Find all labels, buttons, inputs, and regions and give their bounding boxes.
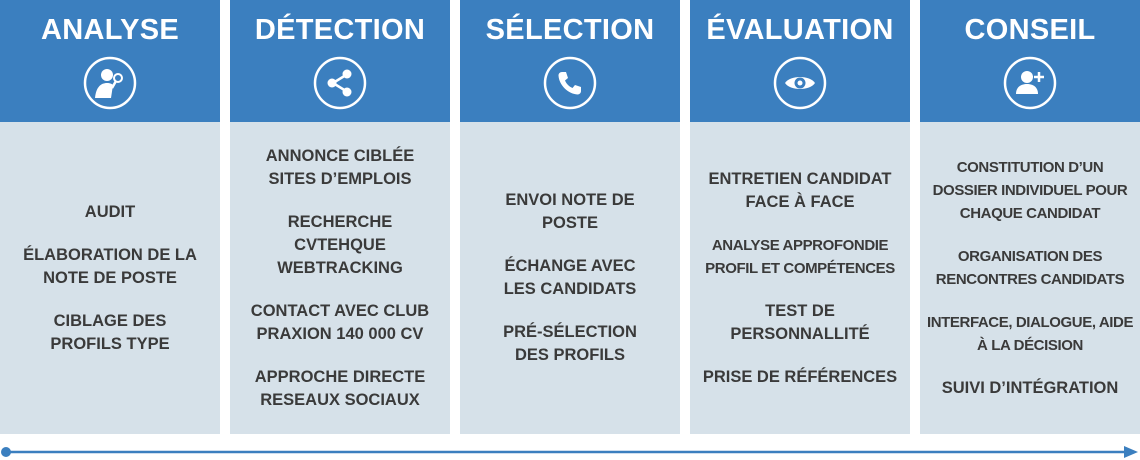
list-item: SUIVI D’INTÉGRATION	[941, 379, 1119, 397]
step-header: SÉLECTION	[460, 0, 680, 122]
step-evaluation: ÉVALUATION ENTRETIEN CANDIDAT FACE À FAC…	[690, 0, 910, 434]
step-title: CONSEIL	[964, 14, 1096, 46]
step-title: DÉTECTION	[254, 14, 426, 46]
step-title: ÉVALUATION	[706, 14, 894, 46]
list-item: AUDIT	[84, 202, 136, 221]
list-item: ENTRETIEN CANDIDAT FACE À FACE	[708, 169, 892, 211]
step-title: SÉLECTION	[485, 14, 655, 46]
step-body: ENVOI NOTE DE POSTE ÉCHANGE AVEC LES CAN…	[460, 122, 680, 434]
list-item: CONSTITUTION D’UN DOSSIER INDIVIDUEL POU…	[932, 159, 1128, 222]
step-analyse: ANALYSE AUDIT ÉLABORATION DE LA NOTE DE …	[0, 0, 220, 434]
list-item: CIBLAGE DES PROFILS TYPE	[50, 311, 170, 353]
timeline-arrow	[0, 440, 1140, 460]
eye-icon	[773, 56, 827, 110]
step-body: AUDIT ÉLABORATION DE LA NOTE DE POSTE CI…	[0, 122, 220, 434]
list-item: ÉLABORATION DE LA NOTE DE POSTE	[23, 245, 197, 287]
list-item: ÉCHANGE AVEC LES CANDIDATS	[503, 257, 637, 298]
list-item: RECHERCHE CVTEHQUE WEBTRACKING	[277, 212, 403, 277]
step-title: ANALYSE	[40, 14, 179, 46]
list-item: APPROCHE DIRECTE RESEAUX SOCIAUX	[254, 367, 426, 409]
step-conseil: CONSEIL CONSTITUTION D’UN DOSSIER INDIVI…	[920, 0, 1140, 434]
step-header: ANALYSE	[0, 0, 220, 122]
add-user-icon	[1003, 56, 1057, 110]
person-magnifier-icon	[83, 56, 137, 110]
step-header: DÉTECTION	[230, 0, 450, 122]
share-icon	[313, 56, 367, 110]
step-header: ÉVALUATION	[690, 0, 910, 122]
list-item: INTERFACE, DIALOGUE, AIDE À LA DÉCISION	[926, 314, 1134, 354]
list-item: TEST DE PERSONNALLITÉ	[730, 301, 870, 343]
step-header: CONSEIL	[920, 0, 1140, 122]
step-body: CONSTITUTION D’UN DOSSIER INDIVIDUEL POU…	[920, 122, 1140, 434]
list-item: PRÉ-SÉLECTION DES PROFILS	[503, 323, 637, 364]
step-selection: SÉLECTION ENVOI NOTE DE POSTE ÉCHANGE AV…	[460, 0, 680, 434]
list-item: ANNONCE CIBLÉE SITES D’EMPLOIS	[265, 146, 415, 188]
list-item: PRISE DE RÉFÉRENCES	[702, 367, 898, 386]
step-detection: DÉTECTION ANNONCE CIBLÉE SITES D’EMPLOIS…	[230, 0, 450, 434]
phone-icon	[543, 56, 597, 110]
list-item: ORGANISATION DES RENCONTRES CANDIDATS	[935, 248, 1125, 288]
list-item: ENVOI NOTE DE POSTE	[505, 191, 635, 232]
list-item: CONTACT AVEC CLUB PRAXION 140 000 CV	[250, 301, 430, 343]
step-body: ENTRETIEN CANDIDAT FACE À FACE ANALYSE A…	[690, 122, 910, 434]
timeline-arrowhead	[1124, 446, 1138, 458]
step-body: ANNONCE CIBLÉE SITES D’EMPLOIS RECHERCHE…	[230, 122, 450, 434]
process-columns: ANALYSE AUDIT ÉLABORATION DE LA NOTE DE …	[0, 0, 1140, 434]
list-item: ANALYSE APPROFONDIE PROFIL ET COMPÉTENCE…	[705, 236, 895, 277]
